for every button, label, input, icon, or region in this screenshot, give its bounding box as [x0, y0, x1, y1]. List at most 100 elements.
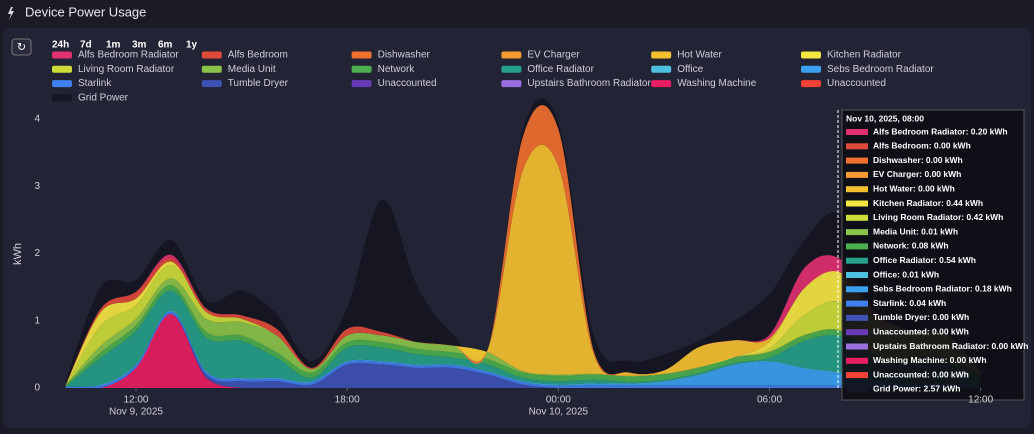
tooltip-line: EV Charger: 0.00 kWh — [873, 169, 961, 179]
tooltip-swatch — [846, 186, 868, 193]
legend-swatch[interactable] — [501, 51, 522, 59]
tooltip-swatch — [846, 343, 868, 350]
legend-label[interactable]: Washing Machine — [677, 78, 757, 89]
range-button[interactable]: 6m — [158, 40, 173, 51]
x-tick-label: 06:00 — [757, 395, 782, 406]
tooltip-line: Living Room Radiator: 0.42 kWh — [873, 212, 1003, 222]
tooltip-swatch — [846, 157, 868, 164]
legend-swatch[interactable] — [501, 80, 522, 88]
legend-label[interactable]: Unaccounted — [827, 78, 886, 89]
legend-label[interactable]: Office — [677, 64, 703, 75]
legend-swatch[interactable] — [351, 51, 372, 59]
tooltip-line: Network: 0.08 kWh — [873, 241, 949, 251]
legend-label[interactable]: Media Unit — [228, 64, 276, 75]
tooltip-line: Grid Power: 2.57 kWh — [873, 384, 960, 394]
tooltip-swatch — [846, 314, 868, 321]
legend-swatch[interactable] — [801, 51, 821, 59]
tooltip-line: Upstairs Bathroom Radiator: 0.00 kWh — [873, 341, 1028, 351]
legend-swatch[interactable] — [201, 65, 222, 73]
legend-swatch[interactable] — [351, 80, 372, 88]
tooltip-swatch — [846, 372, 868, 379]
legend-label[interactable]: Hot Water — [677, 50, 722, 61]
tooltip-title: Nov 10, 2025, 08:00 — [846, 113, 924, 123]
legend-label[interactable]: Grid Power — [78, 93, 129, 104]
legend-swatch[interactable] — [801, 65, 821, 73]
y-tick-label: 4 — [34, 114, 40, 125]
legend-label[interactable]: Kitchen Radiator — [827, 50, 902, 61]
tooltip-line: Washing Machine: 0.00 kWh — [873, 355, 987, 365]
legend-label[interactable]: Office Radiator — [527, 64, 594, 75]
legend-swatch[interactable] — [52, 80, 72, 88]
y-tick-label: 2 — [34, 248, 40, 259]
x-tick-label: 12:00 — [968, 395, 993, 406]
x-tick-label: 18:00 — [335, 395, 360, 406]
tooltip-swatch — [846, 229, 868, 236]
tooltip-swatch — [846, 143, 868, 150]
range-button[interactable]: 3m — [132, 40, 147, 51]
range-button[interactable]: 7d — [80, 40, 92, 51]
area — [65, 311, 981, 387]
legend-label[interactable]: Tumble Dryer — [228, 78, 289, 89]
tooltip-swatch — [846, 257, 868, 264]
tooltip-line: Starlink: 0.04 kWh — [873, 298, 946, 308]
x-tick-label: 00:00 — [546, 395, 571, 406]
tooltip-swatch — [846, 286, 868, 293]
area — [65, 278, 981, 386]
area — [65, 105, 981, 386]
legend-swatch[interactable] — [801, 80, 821, 88]
legend-label[interactable]: Alfs Bedroom — [228, 50, 288, 61]
y-tick-label: 0 — [34, 383, 40, 394]
area — [65, 144, 981, 386]
tooltip-line: Tumble Dryer: 0.00 kWh — [873, 312, 969, 322]
legend-swatch[interactable] — [651, 80, 672, 88]
tooltip-line: Office Radiator: 0.54 kWh — [873, 255, 976, 265]
y-axis-label: kWh — [12, 243, 24, 265]
area — [65, 264, 981, 386]
legend-swatch[interactable] — [501, 65, 522, 73]
legend-swatch[interactable] — [651, 65, 672, 73]
refresh-icon[interactable]: ↻ — [17, 41, 26, 53]
legend-label[interactable]: Starlink — [78, 78, 112, 89]
legend-label[interactable]: Dishwasher — [378, 50, 431, 61]
refresh-button[interactable] — [11, 38, 32, 56]
legend-label[interactable]: Alfs Bedroom Radiator — [78, 50, 179, 61]
legend-label[interactable]: Upstairs Bathroom Radiator — [527, 78, 651, 89]
legend-swatch[interactable] — [52, 65, 72, 73]
range-button[interactable]: 1m — [106, 40, 121, 51]
legend-swatch[interactable] — [351, 65, 372, 73]
x-tick-sublabel: Nov 9, 2025 — [109, 407, 163, 418]
tooltip-swatch — [846, 300, 868, 307]
area — [65, 313, 981, 388]
tooltip-line: Dishwasher: 0.00 kWh — [873, 155, 963, 165]
range-button[interactable]: 1y — [186, 40, 198, 51]
legend-label[interactable]: Living Room Radiator — [78, 64, 175, 75]
x-tick-sublabel: Nov 10, 2025 — [529, 407, 589, 418]
range-button[interactable]: 24h — [52, 40, 69, 51]
legend-swatch[interactable] — [52, 94, 72, 102]
legend-swatch[interactable] — [201, 51, 222, 59]
tooltip — [841, 109, 1025, 401]
legend-swatch[interactable] — [52, 51, 72, 59]
legend-label[interactable]: Network — [378, 64, 416, 75]
tooltip-swatch — [846, 272, 868, 278]
tooltip-swatch — [846, 243, 868, 250]
tooltip-swatch — [846, 329, 868, 336]
legend-label[interactable]: Unaccounted — [378, 78, 437, 89]
legend-label[interactable]: EV Charger — [527, 50, 580, 61]
legend-label[interactable]: Sebs Bedroom Radiator — [827, 64, 934, 75]
tooltip-swatch — [846, 214, 868, 221]
title: Device Power Usage — [25, 4, 146, 19]
tooltip-line: Alfs Bedroom: 0.00 kWh — [873, 141, 971, 151]
tooltip-swatch — [846, 357, 868, 364]
tooltip-line: Kitchen Radiator: 0.44 kWh — [873, 198, 983, 208]
tooltip-line: Office: 0.01 kWh — [873, 269, 939, 279]
tooltip-swatch — [846, 200, 868, 207]
tooltip-line: Unaccounted: 0.00 kWh — [873, 369, 969, 379]
tooltip-line: Media Unit: 0.01 kWh — [873, 226, 958, 236]
tooltip-line: Alfs Bedroom Radiator: 0.20 kWh — [873, 126, 1008, 136]
legend-swatch[interactable] — [651, 51, 672, 59]
legend-swatch[interactable] — [201, 80, 222, 88]
tooltip-swatch — [846, 386, 868, 393]
y-tick-label: 1 — [34, 315, 40, 326]
